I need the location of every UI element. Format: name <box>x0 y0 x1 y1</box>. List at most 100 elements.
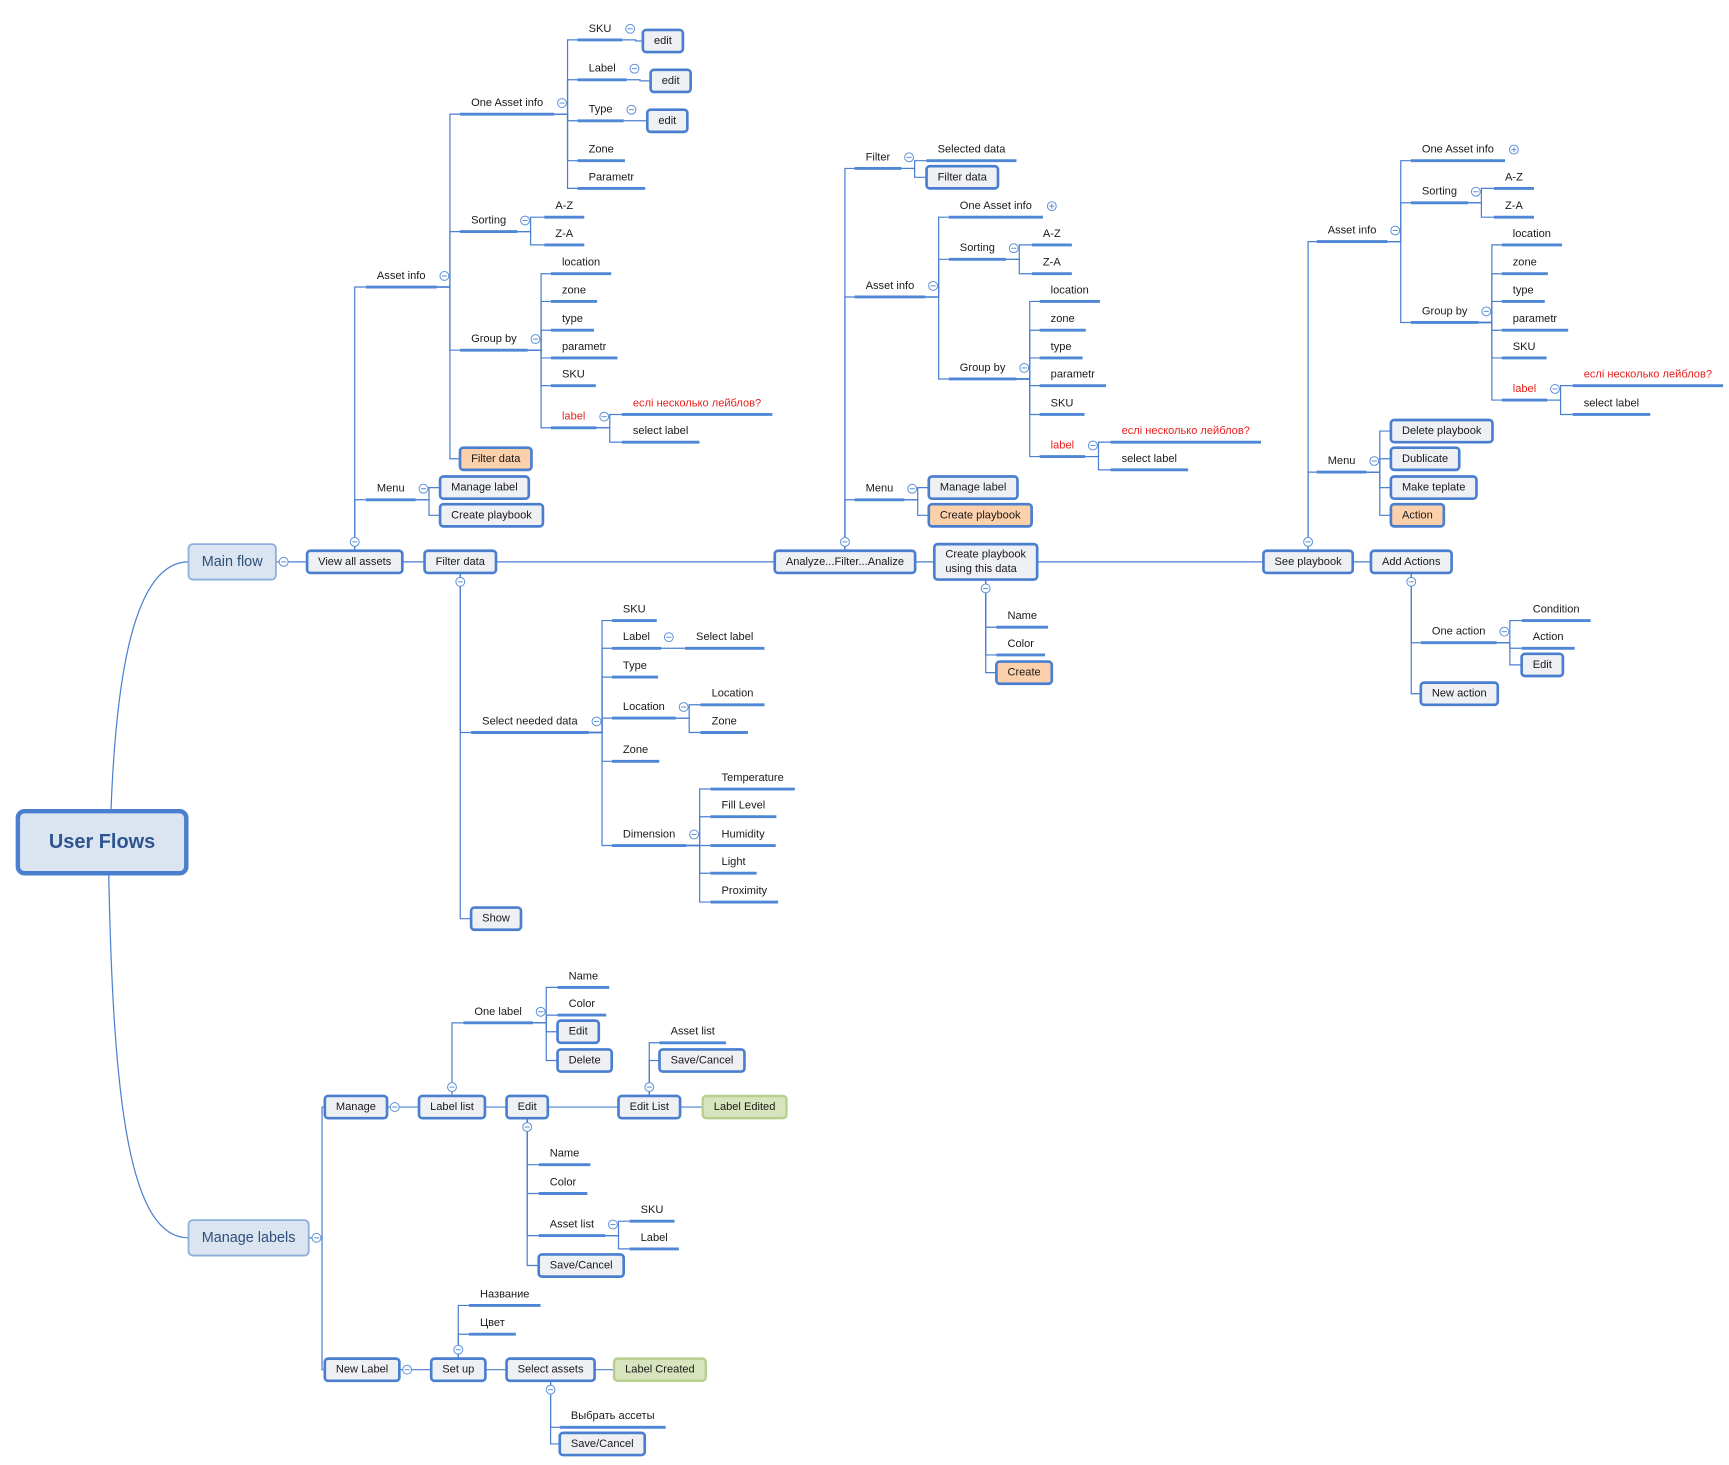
node-f-select-label[interactable]: Select label <box>684 631 765 650</box>
node-b-group[interactable]: Group by <box>948 362 1017 381</box>
node-s-g-select[interactable]: select label <box>1572 397 1651 416</box>
node-d-action[interactable]: Action <box>1521 631 1575 650</box>
collapse-minus-icon[interactable] <box>678 702 689 712</box>
node-s-delete[interactable]: Delete playbook <box>1389 418 1494 444</box>
node-f-temp[interactable]: Temperature <box>710 772 795 791</box>
node-b-g-select[interactable]: select label <box>1110 453 1189 472</box>
collapse-minus-icon[interactable] <box>455 576 466 587</box>
node-m-one-label[interactable]: One label <box>463 1006 533 1025</box>
node-b-g-param[interactable]: parametr <box>1039 369 1107 388</box>
collapse-minus-icon[interactable] <box>439 271 450 281</box>
node-s-g-sku[interactable]: SKU <box>1501 341 1547 360</box>
node-b-g-label[interactable]: label <box>1039 439 1086 459</box>
collapse-minus-icon[interactable] <box>418 483 429 494</box>
node-s-menu[interactable]: Menu <box>1316 455 1367 474</box>
node-f-loc-location[interactable]: Location <box>700 688 765 707</box>
node-analyze[interactable]: Analyze...Filter...Analize <box>773 549 917 575</box>
node-a1-group[interactable]: Group by <box>460 333 528 352</box>
node-n-name[interactable]: Название <box>468 1288 541 1307</box>
node-b-filter[interactable]: Filter <box>854 151 902 170</box>
collapse-minus-icon[interactable] <box>626 104 637 115</box>
node-s-za[interactable]: Z-A <box>1493 200 1534 219</box>
node-a1-sku[interactable]: SKU <box>577 23 623 42</box>
node-n-color[interactable]: Цвет <box>468 1317 516 1336</box>
collapse-minus-icon[interactable] <box>904 152 915 163</box>
collapse-minus-icon[interactable] <box>1390 225 1401 236</box>
collapse-minus-icon[interactable] <box>928 280 939 291</box>
node-a1-type-edit[interactable]: edit <box>645 108 689 134</box>
node-b-sorting[interactable]: Sorting <box>948 242 1006 261</box>
node-m-edit-list[interactable]: Edit List <box>617 1094 682 1120</box>
node-m-e-save[interactable]: Save/Cancel <box>537 1253 626 1278</box>
collapse-minus-icon[interactable] <box>1008 243 1019 254</box>
node-b-az[interactable]: A-Z <box>1031 228 1072 247</box>
node-s-action[interactable]: Action <box>1389 502 1446 528</box>
node-b-g-location[interactable]: location <box>1039 284 1100 303</box>
node-a1-g-zone[interactable]: zone <box>550 284 598 303</box>
node-f-loc-zone[interactable]: Zone <box>700 715 748 734</box>
node-m-ol-color[interactable]: Color <box>557 998 607 1017</box>
node-a1-g-label[interactable]: label <box>550 411 597 430</box>
node-m-new-label[interactable]: New Label <box>323 1357 401 1383</box>
node-c-create[interactable]: Create <box>995 660 1054 686</box>
node-s-g-type[interactable]: type <box>1501 284 1545 303</box>
node-a1-label-edit[interactable]: edit <box>649 68 692 94</box>
collapse-minus-icon[interactable] <box>520 215 530 226</box>
collapse-minus-icon[interactable] <box>980 583 991 594</box>
collapse-minus-icon[interactable] <box>447 1082 457 1093</box>
node-b-g-q[interactable]: еслі несколько лейблов? <box>1110 425 1262 444</box>
node-f-label[interactable]: Label <box>611 631 662 650</box>
node-m-e-sku[interactable]: SKU <box>629 1204 675 1223</box>
node-a1-sku-edit[interactable]: edit <box>641 28 685 54</box>
node-m-edit[interactable]: Edit <box>505 1094 550 1120</box>
node-a1-za[interactable]: Z-A <box>544 228 585 247</box>
collapse-minus-icon[interactable] <box>1019 362 1030 373</box>
node-m-ol-name[interactable]: Name <box>557 970 610 989</box>
node-see-pb[interactable]: See playbook <box>1262 549 1355 575</box>
node-a1-g-select[interactable]: select label <box>621 425 700 444</box>
node-f-hum[interactable]: Humidity <box>710 828 776 847</box>
node-b-menu[interactable]: Menu <box>854 483 905 502</box>
collapse-minus-icon[interactable] <box>1481 306 1492 317</box>
node-a1-label[interactable]: Label <box>577 63 627 82</box>
node-a1-one-asset[interactable]: One Asset info <box>460 97 555 116</box>
collapse-minus-icon[interactable] <box>535 1006 546 1017</box>
node-s-g-zone[interactable]: zone <box>1501 257 1548 276</box>
node-m-e-color[interactable]: Color <box>538 1176 588 1195</box>
collapse-minus-icon[interactable] <box>591 716 602 727</box>
node-s-g-label[interactable]: label <box>1501 383 1548 402</box>
node-b-manage-label[interactable]: Manage label <box>927 475 1019 501</box>
node-m-e-asset-list[interactable]: Asset list <box>538 1219 606 1238</box>
node-f-type[interactable]: Type <box>611 660 659 679</box>
node-f-light[interactable]: Light <box>710 856 757 875</box>
node-s-g-location[interactable]: location <box>1501 228 1563 247</box>
node-root[interactable]: User Flows <box>15 808 189 876</box>
node-d-one-action[interactable]: One action <box>1420 626 1497 645</box>
node-a1-zone[interactable]: Zone <box>577 144 625 163</box>
node-s-group[interactable]: Group by <box>1410 305 1479 324</box>
node-s-dublicate[interactable]: Dublicate <box>1389 446 1461 472</box>
collapse-minus-icon[interactable] <box>389 1102 400 1112</box>
node-s-asset-info[interactable]: Asset info <box>1316 224 1388 244</box>
node-m-e-name[interactable]: Name <box>538 1148 591 1167</box>
node-s-g-q[interactable]: еслі несколько лейблов? <box>1572 369 1724 388</box>
node-b-g-zone[interactable]: zone <box>1039 313 1086 332</box>
collapse-minus-icon[interactable] <box>1369 456 1380 466</box>
node-m-ol-delete[interactable]: Delete <box>556 1048 614 1073</box>
node-a1-type[interactable]: Type <box>577 104 624 123</box>
collapse-minus-icon[interactable] <box>1406 576 1417 587</box>
node-n-select-assets[interactable]: Select assets <box>505 1357 596 1383</box>
node-f-prox[interactable]: Proximity <box>710 885 779 904</box>
node-s-az[interactable]: A-Z <box>1493 171 1534 190</box>
node-manage-labels[interactable]: Manage labels <box>187 1219 310 1257</box>
node-a1-manage-label[interactable]: Manage label <box>438 475 531 501</box>
collapse-minus-icon[interactable] <box>557 98 567 108</box>
collapse-minus-icon[interactable] <box>1550 384 1560 394</box>
node-b-asset-info[interactable]: Asset info <box>854 280 926 299</box>
collapse-minus-icon[interactable] <box>1470 186 1481 197</box>
node-f-zone[interactable]: Zone <box>611 744 660 763</box>
collapse-minus-icon[interactable] <box>625 23 636 34</box>
node-m-label-edited[interactable]: Label Edited <box>701 1094 788 1120</box>
node-f-sku[interactable]: SKU <box>611 603 657 623</box>
node-a1-create-pb[interactable]: Create playbook <box>438 502 545 528</box>
